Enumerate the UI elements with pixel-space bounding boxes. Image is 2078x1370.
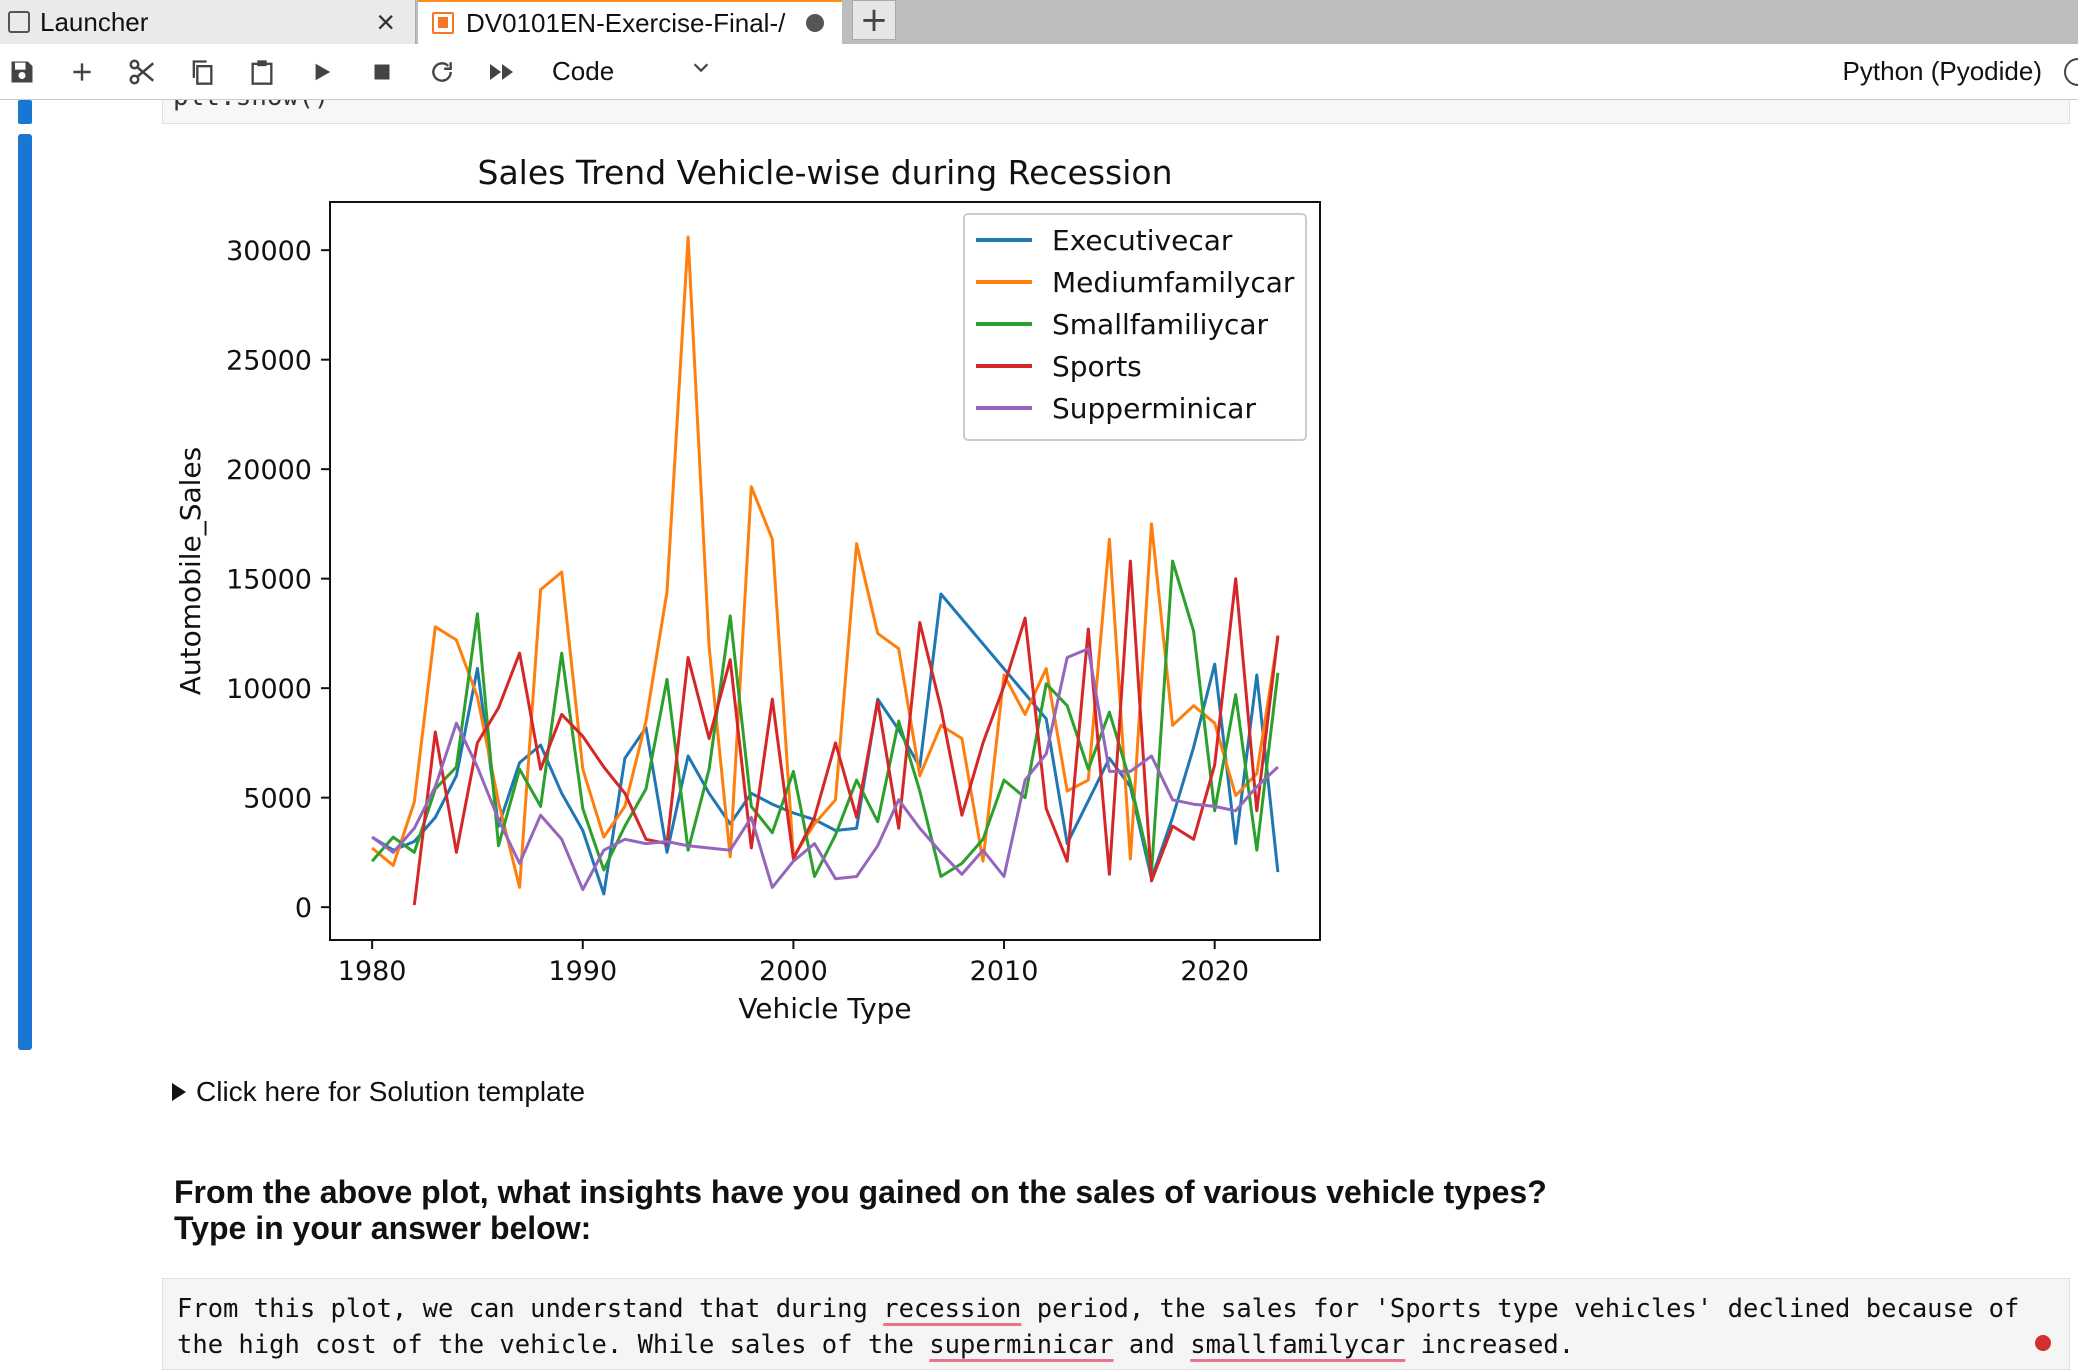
chevron-down-icon[interactable] bbox=[690, 56, 712, 82]
answer-part-4: increased. bbox=[1405, 1330, 1575, 1360]
series-line-sports bbox=[412, 559, 1280, 906]
x-tick-label: 2000 bbox=[759, 956, 828, 987]
legend-label: Supperminicar bbox=[1052, 392, 1256, 425]
solution-template-label: Click here for Solution template bbox=[196, 1076, 586, 1107]
y-axis-label: Automobile_Sales bbox=[174, 447, 207, 696]
y-tick-label: 15000 bbox=[226, 565, 312, 596]
question-line-2: Type in your answer below: bbox=[174, 1210, 592, 1246]
chart-title: Sales Trend Vehicle-wise during Recessio… bbox=[478, 153, 1173, 192]
plot-frame bbox=[329, 201, 1321, 941]
triangle-right-icon bbox=[172, 1083, 186, 1101]
kernel-name[interactable]: Python (Pyodide) bbox=[1842, 56, 2042, 86]
legend-label: Sports bbox=[1052, 350, 1142, 383]
output-collapser[interactable] bbox=[18, 134, 32, 1050]
restart-icon[interactable] bbox=[424, 54, 460, 90]
x-tick-label: 1980 bbox=[338, 956, 407, 987]
chart-ticks: 1980 1990 2000 2010 2020 0 5000 10000 15000 20000… bbox=[226, 236, 1249, 987]
y-tick-label: 5000 bbox=[243, 784, 312, 815]
answer-text[interactable]: From this plot, we can understand that d… bbox=[177, 1291, 2037, 1363]
cell-type-select[interactable]: Code bbox=[552, 56, 615, 86]
x-axis-label: Vehicle Type bbox=[738, 992, 911, 1025]
stop-icon[interactable] bbox=[364, 54, 400, 90]
unsaved-indicator-icon[interactable] bbox=[806, 14, 824, 32]
question-line-1: From the above plot, what insights have … bbox=[174, 1174, 1547, 1210]
tab-launcher[interactable]: Launcher × bbox=[0, 0, 416, 44]
answer-word-smallfamilycar: smallfamilycar bbox=[1190, 1330, 1406, 1360]
tab-notebook-label: DV0101EN-Exercise-Final-/ bbox=[466, 7, 786, 38]
notebook-icon bbox=[432, 12, 454, 34]
series-line-supperminicar bbox=[371, 647, 1279, 892]
launcher-icon bbox=[8, 11, 30, 33]
y-tick-label: 10000 bbox=[226, 674, 312, 705]
notebook-toolbar: Code Python (Pyodide) bbox=[0, 44, 2078, 100]
legend-label: Mediumfamilycar bbox=[1052, 266, 1295, 299]
chart-legend: Executivecar Mediumfamilycar Smallfamiliyc… bbox=[963, 213, 1307, 441]
close-icon[interactable]: × bbox=[376, 4, 395, 40]
x-tick-label: 2020 bbox=[1180, 956, 1249, 987]
add-icon[interactable] bbox=[64, 54, 100, 90]
solution-template-toggle[interactable]: Click here for Solution template bbox=[172, 1076, 585, 1108]
legend-box bbox=[963, 213, 1307, 441]
answer-word-superminicar: superminicar bbox=[929, 1330, 1114, 1360]
run-icon[interactable] bbox=[304, 54, 340, 90]
tab-launcher-label: Launcher bbox=[40, 6, 149, 37]
cut-icon[interactable] bbox=[124, 54, 160, 90]
previous-cell-input[interactable]: plt.show() bbox=[162, 100, 2070, 124]
question-heading: From the above plot, what insights have … bbox=[174, 1174, 1547, 1246]
previous-cell-code: plt.show() bbox=[173, 100, 330, 112]
answer-part-3: and bbox=[1113, 1330, 1191, 1360]
save-icon[interactable] bbox=[4, 54, 40, 90]
series-line-mediumfamilycar bbox=[371, 235, 1280, 889]
x-tick-label: 1990 bbox=[548, 956, 617, 987]
answer-word-recession: recession bbox=[883, 1294, 1022, 1324]
sales-trend-chart: Sales Trend Vehicle-wise during Recessio… bbox=[174, 153, 1321, 1025]
x-tick-label: 2010 bbox=[970, 956, 1039, 987]
chart-lines bbox=[370, 235, 1280, 906]
previous-cell-collapser[interactable] bbox=[18, 100, 32, 124]
tab-bar: Launcher × DV0101EN-Exercise-Final-/ + bbox=[0, 0, 2078, 44]
answer-part-2: period, the sales for 'Sports type vehic… bbox=[177, 1294, 2035, 1360]
legend-label: Smallfamiliycar bbox=[1052, 308, 1269, 341]
answer-cell[interactable]: From this plot, we can understand that d… bbox=[162, 1278, 2070, 1370]
kernel-status-icon bbox=[2064, 58, 2078, 86]
tab-notebook[interactable]: DV0101EN-Exercise-Final-/ bbox=[418, 0, 842, 44]
legend-label: Executivecar bbox=[1052, 224, 1233, 257]
y-tick-label: 20000 bbox=[226, 455, 312, 486]
copy-icon[interactable] bbox=[184, 54, 220, 90]
y-tick-label: 25000 bbox=[226, 346, 312, 377]
y-tick-label: 30000 bbox=[226, 236, 312, 267]
answer-part-1: From this plot, we can understand that d… bbox=[177, 1294, 884, 1324]
recording-indicator-icon bbox=[2035, 1335, 2051, 1351]
run-all-icon[interactable] bbox=[484, 54, 520, 90]
paste-icon[interactable] bbox=[244, 54, 280, 90]
new-tab-button[interactable]: + bbox=[852, 0, 896, 40]
y-tick-label: 0 bbox=[295, 893, 312, 924]
